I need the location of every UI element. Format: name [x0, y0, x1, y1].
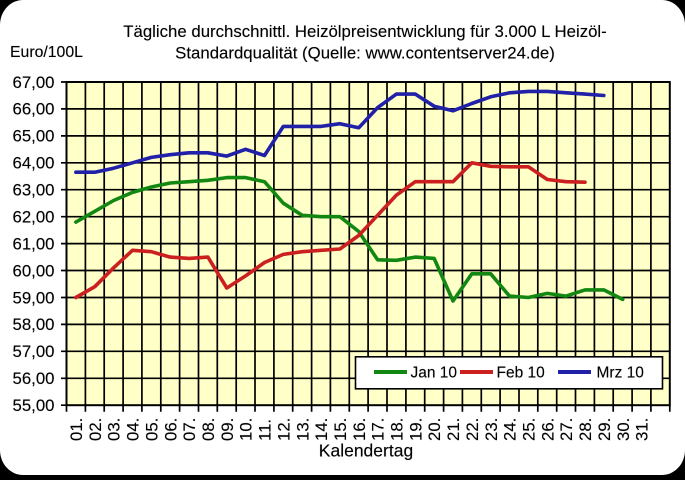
svg-text:12.: 12. [274, 418, 293, 441]
svg-text:11.: 11. [256, 419, 275, 441]
svg-text:15.: 15. [331, 418, 350, 441]
svg-text:09.: 09. [218, 418, 237, 441]
svg-text:67,00: 67,00 [13, 73, 55, 92]
svg-text:01.: 01. [67, 418, 86, 441]
svg-text:58,00: 58,00 [13, 315, 55, 334]
svg-text:19.: 19. [406, 418, 425, 441]
svg-text:66,00: 66,00 [13, 100, 55, 119]
svg-text:30.: 30. [614, 418, 633, 441]
svg-text:10.: 10. [237, 418, 256, 441]
svg-text:07.: 07. [180, 418, 199, 441]
svg-text:04.: 04. [124, 418, 143, 441]
svg-text:21.: 21. [444, 418, 463, 441]
svg-text:16.: 16. [350, 418, 369, 441]
svg-text:13.: 13. [293, 418, 312, 441]
svg-text:24.: 24. [501, 418, 520, 441]
svg-text:27.: 27. [557, 418, 576, 441]
svg-text:17.: 17. [369, 418, 388, 441]
svg-text:57,00: 57,00 [13, 342, 55, 361]
svg-text:Euro/100L: Euro/100L [10, 44, 83, 61]
svg-text:Standardqualität (Quelle: www.: Standardqualität (Quelle: www.contentser… [175, 43, 555, 62]
svg-text:Kalendertag: Kalendertag [319, 441, 413, 461]
svg-text:18.: 18. [388, 418, 407, 441]
svg-text:62,00: 62,00 [13, 208, 55, 227]
svg-text:60,00: 60,00 [13, 261, 55, 280]
svg-text:64,00: 64,00 [13, 154, 55, 173]
svg-text:31.: 31. [633, 418, 652, 441]
svg-text:56,00: 56,00 [13, 369, 55, 388]
svg-text:05.: 05. [142, 418, 161, 441]
svg-text:65,00: 65,00 [13, 127, 55, 146]
svg-text:Jan 10: Jan 10 [411, 365, 458, 382]
svg-text:63,00: 63,00 [13, 181, 55, 200]
svg-text:Mrz 10: Mrz 10 [597, 365, 645, 382]
svg-text:Tägliche durchschnittl. Heizöl: Tägliche durchschnittl. Heizölpreisentwi… [123, 22, 606, 41]
svg-text:55,00: 55,00 [13, 396, 55, 415]
svg-text:Feb 10: Feb 10 [497, 365, 546, 382]
svg-text:29.: 29. [595, 418, 614, 441]
svg-text:26.: 26. [538, 418, 557, 441]
svg-text:28.: 28. [576, 418, 595, 441]
svg-text:23.: 23. [482, 418, 501, 441]
svg-text:25.: 25. [520, 418, 539, 441]
svg-text:61,00: 61,00 [13, 234, 55, 253]
svg-text:06.: 06. [161, 418, 180, 441]
svg-text:02.: 02. [86, 418, 105, 441]
svg-text:14.: 14. [312, 418, 331, 441]
svg-text:59,00: 59,00 [13, 288, 55, 307]
svg-text:08.: 08. [199, 418, 218, 441]
svg-text:20.: 20. [425, 418, 444, 441]
svg-text:22.: 22. [463, 418, 482, 441]
svg-text:03.: 03. [105, 418, 124, 441]
